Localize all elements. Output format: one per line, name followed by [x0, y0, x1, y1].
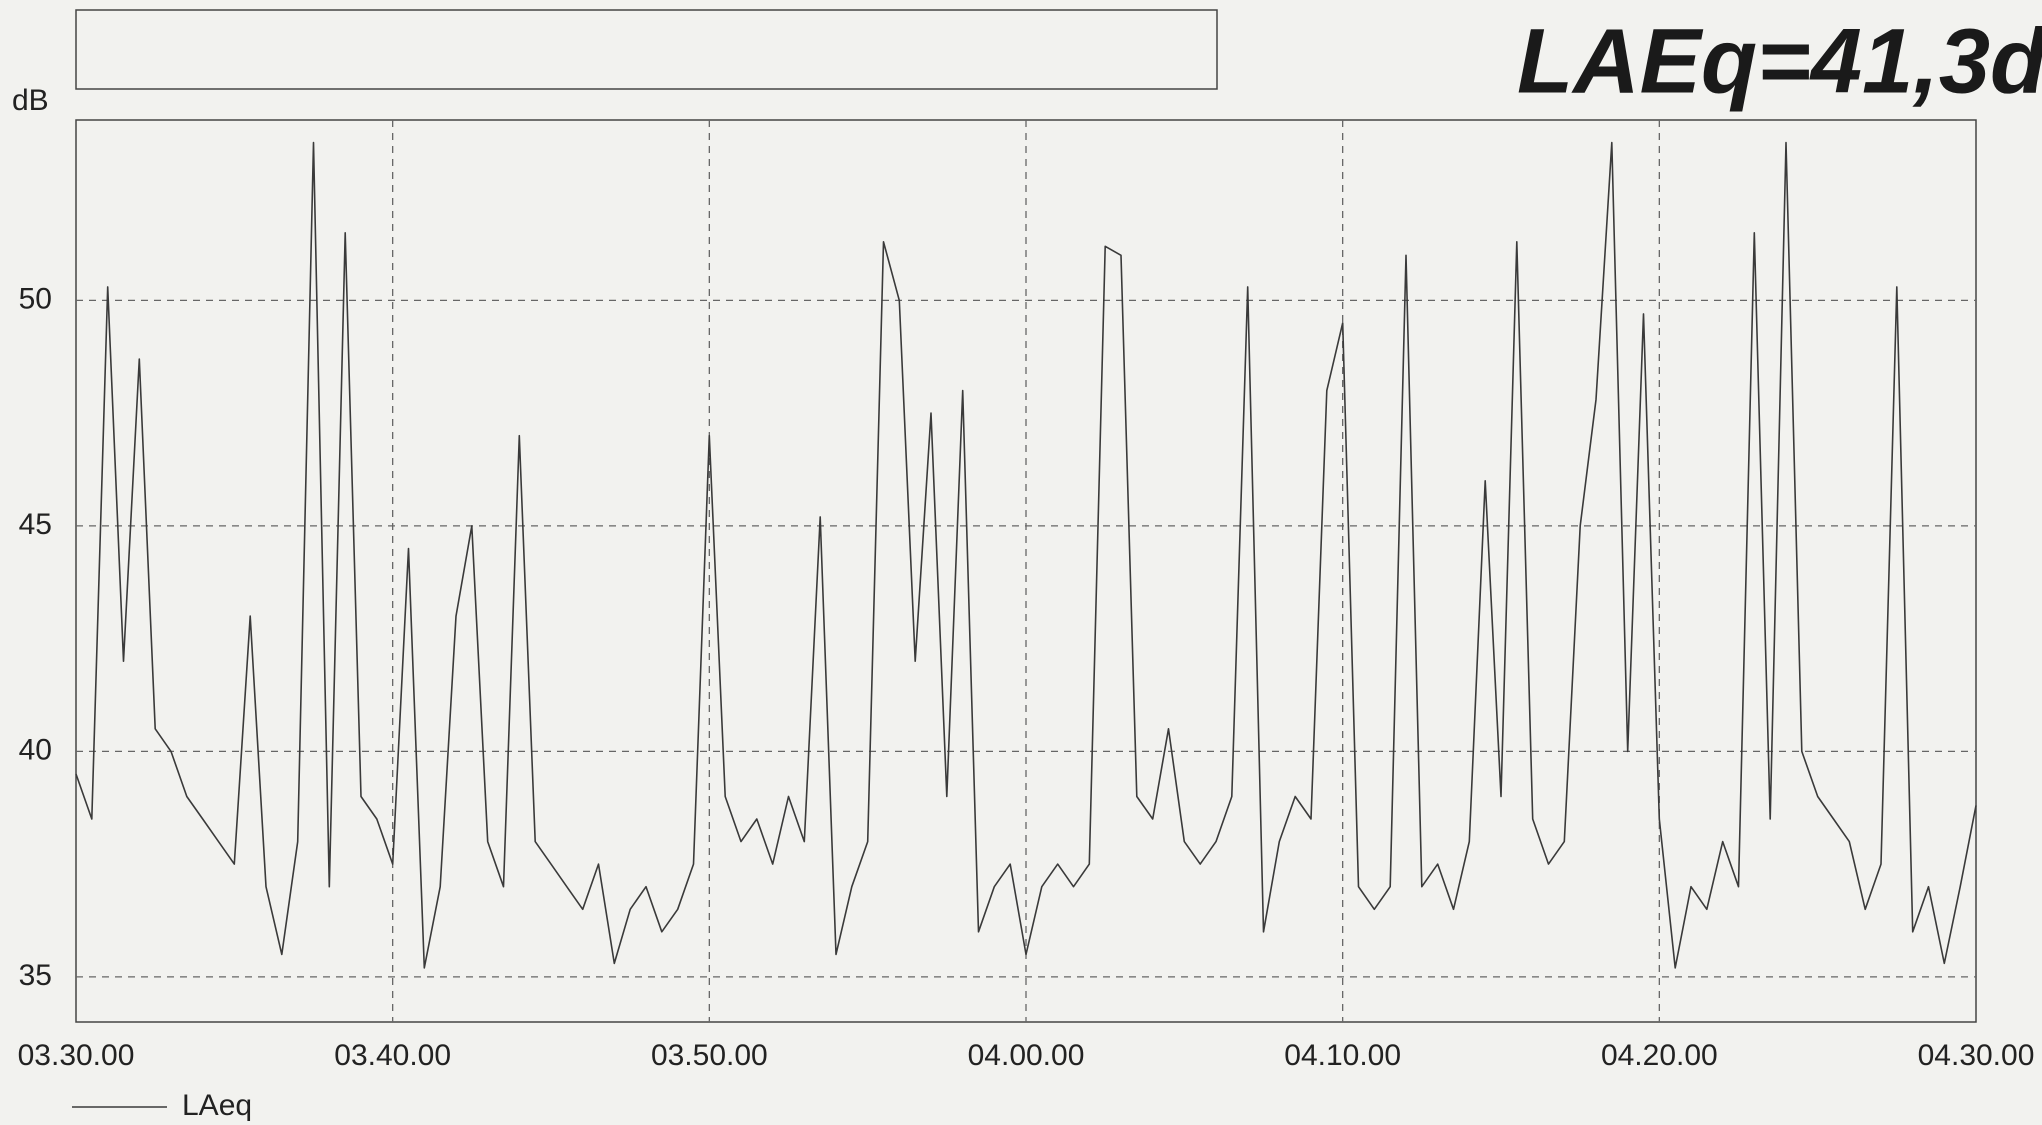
x-tick-label: 04.30.00 [1918, 1039, 2035, 1072]
x-tick-label: 04.00.00 [968, 1039, 1085, 1072]
y-tick-label: 35 [19, 959, 52, 992]
legend-label: LAeq [182, 1089, 252, 1122]
x-tick-label: 03.50.00 [651, 1039, 768, 1072]
x-tick-label: 03.30.00 [18, 1039, 135, 1072]
x-tick-label: 03.40.00 [334, 1039, 451, 1072]
data-line [75, 141, 1977, 969]
header-box [75, 9, 1218, 90]
y-tick-label: 50 [19, 282, 52, 315]
y-axis-label: dB [12, 84, 49, 117]
y-tick-label: 45 [19, 508, 52, 541]
y-tick-label: 40 [19, 733, 52, 766]
x-tick-label: 04.10.00 [1284, 1039, 1401, 1072]
x-tick-label: 04.20.00 [1601, 1039, 1718, 1072]
annotation: LAEq=41,3dB [1517, 10, 2042, 112]
